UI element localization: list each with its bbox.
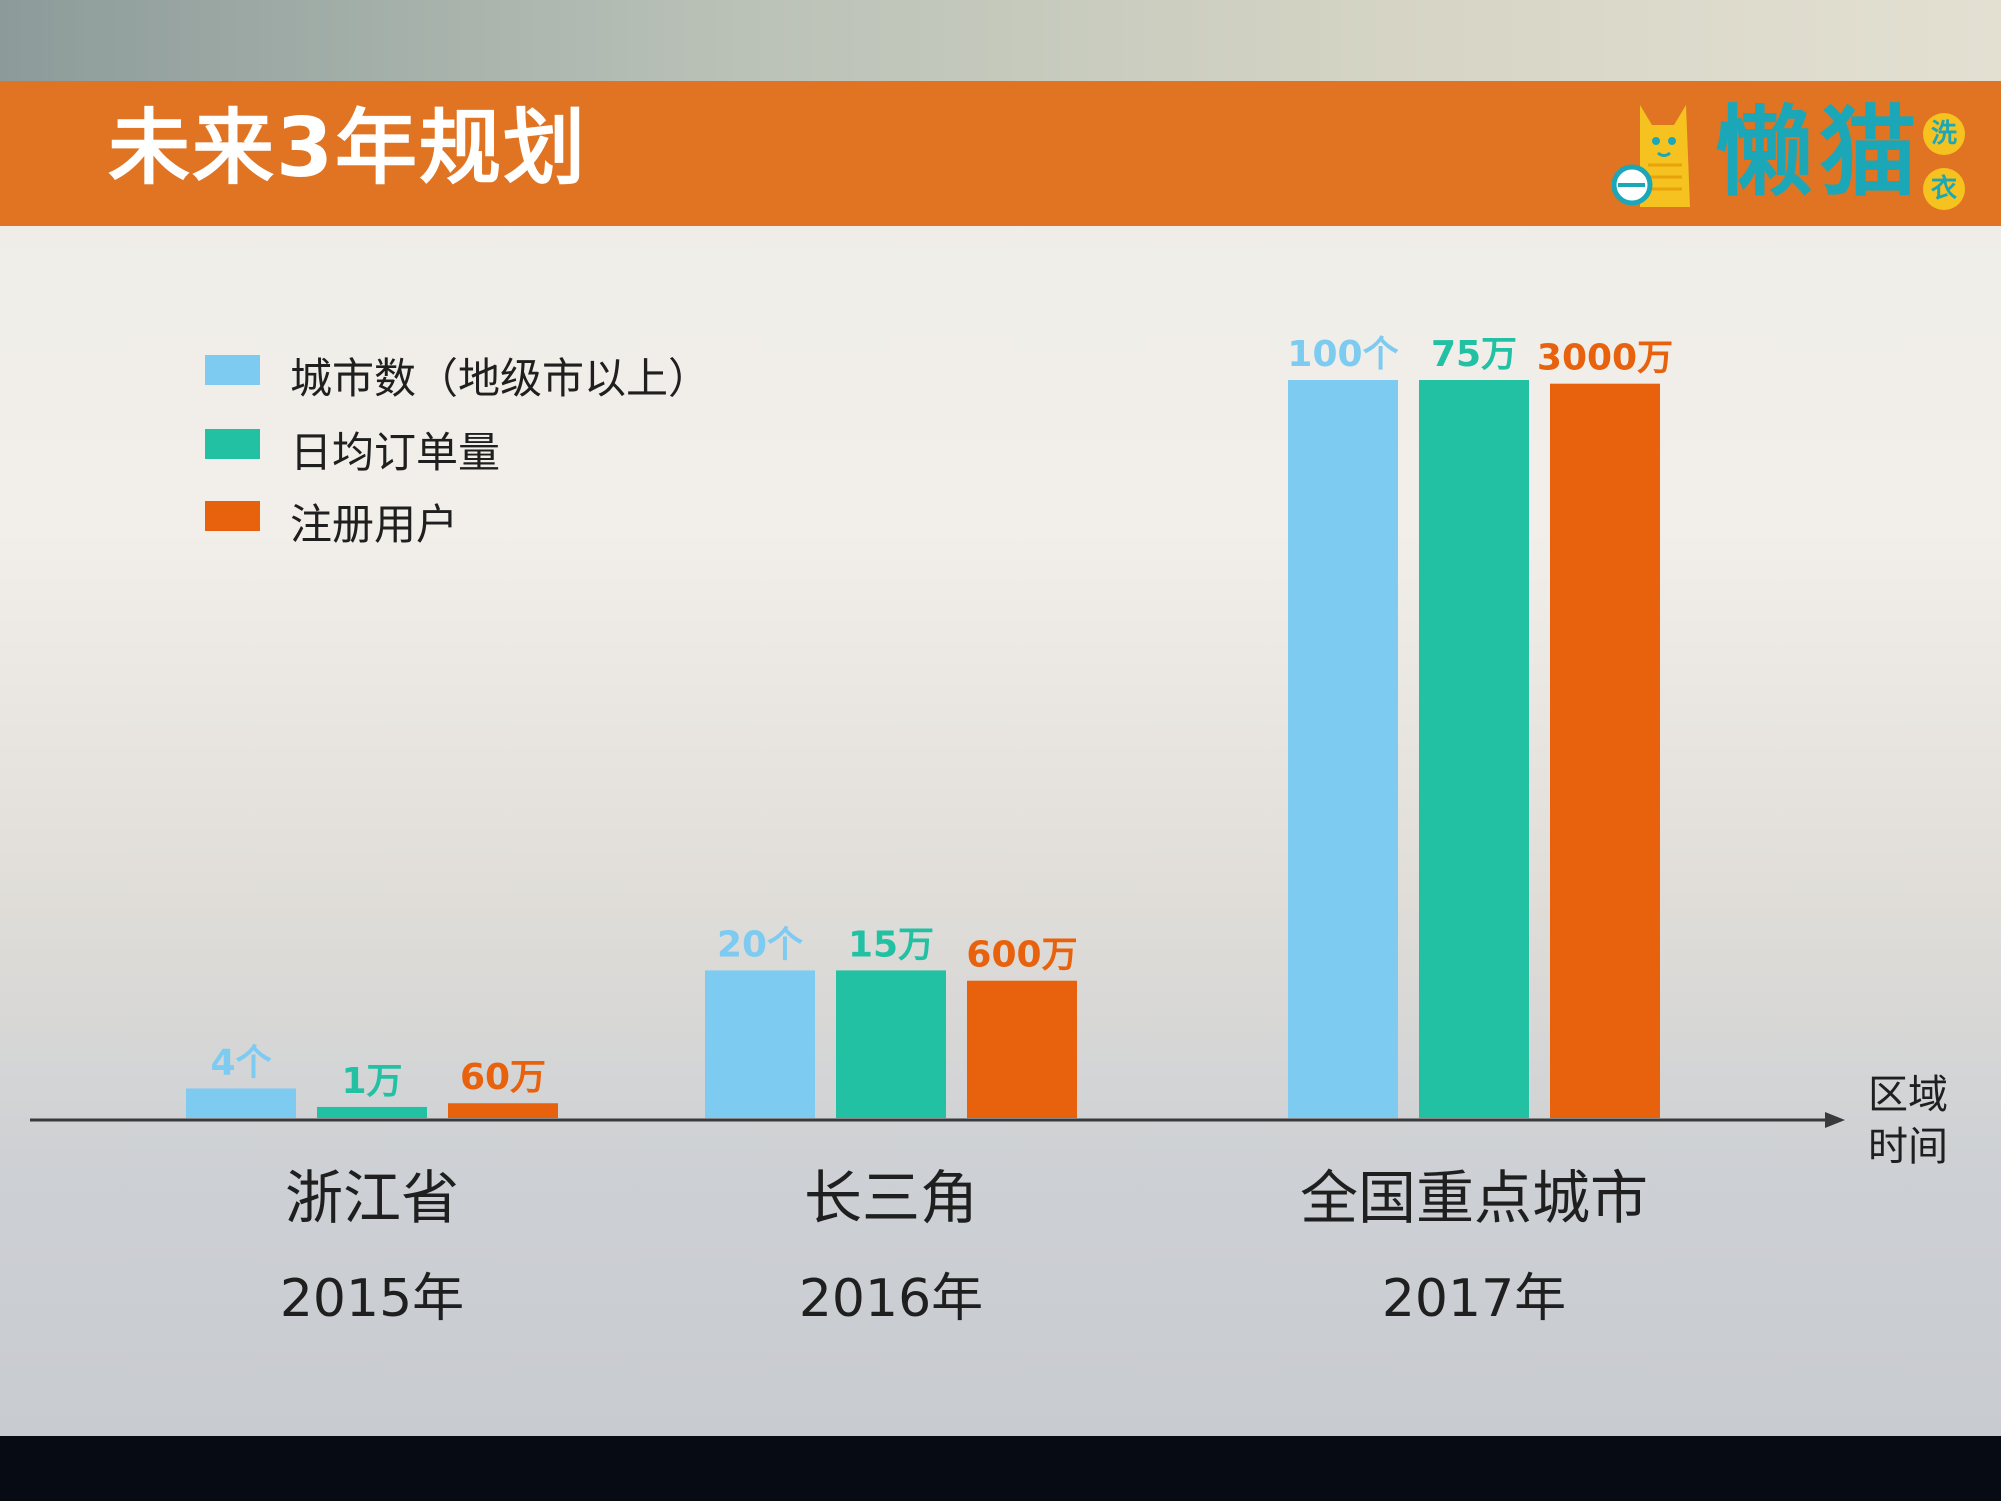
- bar-value-label-2-1: 600万: [966, 935, 1077, 976]
- legend-label-cities: 城市数（地级市以上）: [290, 354, 711, 403]
- category-label-1: 长三角: [804, 1164, 978, 1232]
- legend-swatch-orders: [205, 429, 260, 459]
- x-axis-title-region: 区域: [1868, 1072, 1948, 1118]
- logo-badge-top: 洗: [1923, 113, 1965, 155]
- legend-swatch-users: [205, 501, 260, 531]
- bar-value-label-1-1: 15万: [848, 924, 934, 965]
- footer-bar: [0, 1436, 2001, 1501]
- bar-1-0: [317, 1106, 427, 1118]
- bar-0-2: [1288, 380, 1398, 1118]
- page-title: 未来3年规划: [108, 101, 588, 196]
- legend-label-orders: 日均订单量: [290, 428, 501, 477]
- category-label-0: 浙江省: [285, 1164, 459, 1232]
- x-axis-title-time: 时间: [1868, 1124, 1948, 1170]
- year-label-0: 2015年: [280, 1269, 464, 1329]
- logo-badge-bottom: 衣: [1923, 168, 1965, 210]
- bar-2-2: [1550, 383, 1660, 1118]
- bar-0-0: [186, 1088, 296, 1118]
- year-label-1: 2016年: [799, 1269, 983, 1329]
- legend-item-cities: 城市数（地级市以上）: [205, 343, 765, 403]
- legend-item-users: 注册用户: [205, 489, 765, 549]
- bar-value-label-2-0: 60万: [460, 1057, 546, 1098]
- legend-label-users: 注册用户: [290, 500, 459, 549]
- bar-value-label-2-2: 3000万: [1537, 338, 1673, 379]
- bar-value-label-0-0: 4个: [210, 1042, 271, 1083]
- legend-swatch-cities: [205, 355, 260, 385]
- legend-item-orders: 日均订单量: [205, 417, 765, 477]
- logo-text: 懒猫: [1715, 96, 1924, 210]
- bar-1-2: [1419, 380, 1529, 1118]
- x-axis-arrow-icon: [1825, 1112, 1845, 1128]
- year-label-2: 2017年: [1382, 1269, 1566, 1329]
- bar-value-label-1-2: 75万: [1431, 334, 1517, 375]
- category-label-2: 全国重点城市: [1300, 1164, 1648, 1232]
- bar-value-label-0-1: 20个: [717, 924, 803, 965]
- bar-1-1: [836, 970, 946, 1118]
- bar-0-1: [705, 970, 815, 1118]
- background-top-strip: [0, 0, 2001, 81]
- cat-logo-icon: [1612, 105, 1690, 207]
- bar-2-1: [967, 980, 1077, 1118]
- bar-value-label-1-0: 1万: [341, 1061, 402, 1102]
- bar-2-0: [448, 1103, 558, 1118]
- bar-value-label-0-2: 100个: [1287, 334, 1398, 375]
